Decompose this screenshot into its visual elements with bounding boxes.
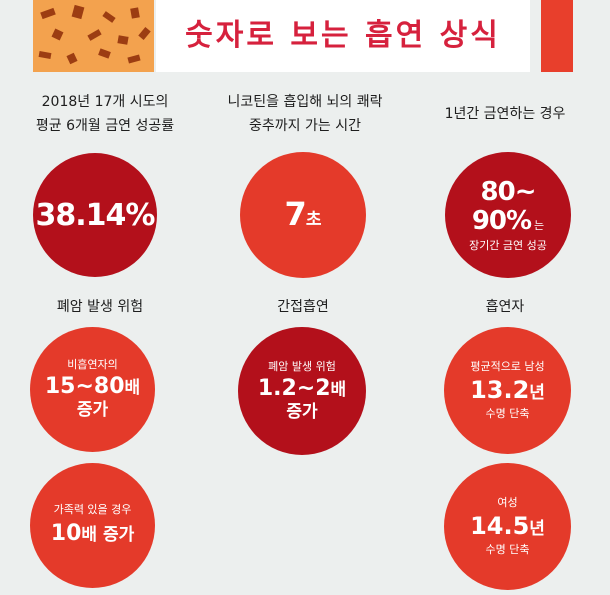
stat-6a-circle: 평균적으로 남성 13.2 년 수명 단축 [444, 327, 571, 454]
stat-6b-circle: 여성 14.5 년 수명 단축 [444, 463, 571, 590]
stat-4b-circle: 가족력 있을 경우 10 배 증가 [30, 463, 155, 588]
stat-4-caption: 폐암 발생 위험 [56, 299, 144, 315]
stat-5-circle: 폐암 발생 위험 1.2~2 배 증가 [238, 327, 366, 455]
stat-1-circle: 38.14% [33, 153, 157, 277]
stat-2-circle: 7 초 [240, 152, 366, 278]
stat-2-caption: 니코틴을 흡입해 뇌의 쾌락 중추까지 가는 시간 [227, 94, 383, 134]
stat-1-caption: 2018년 17개 시도의 평균 6개월 금연 성공률 [35, 94, 175, 134]
confetti-pattern [33, 0, 154, 72]
title-band [156, 0, 530, 72]
stat-3-caption: 1년간 금연하는 경우 [444, 106, 566, 122]
red-bar [541, 0, 573, 72]
stat-4a-circle: 비흡연자의 15~80 배 증가 [30, 327, 155, 452]
stat-3-circle: 80~ 90% 는 장기간 금연 성공 [445, 152, 571, 278]
page-title: 숫자로 보는 흡연 상식 [185, 18, 501, 53]
stat-6-caption: 흡연자 [485, 299, 525, 315]
stat-5-caption: 간접흡연 [277, 299, 329, 315]
